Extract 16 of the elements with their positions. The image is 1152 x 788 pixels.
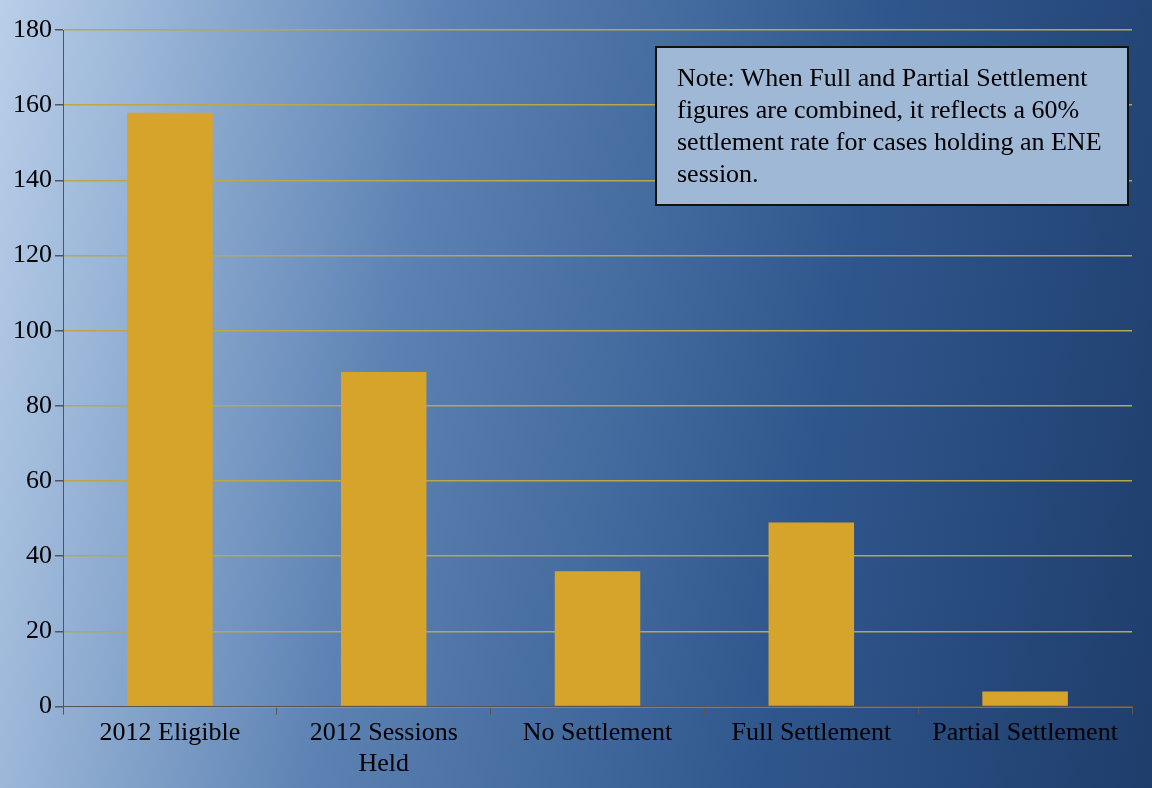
x-tick-label: 2012 Sessions Held	[309, 717, 458, 778]
y-tick-label: 180	[13, 13, 52, 43]
y-tick-label: 120	[13, 239, 52, 269]
y-tick-label: 80	[26, 389, 52, 419]
x-tick-label: Full Settlement	[731, 717, 892, 747]
annotation: Note: When Full and Partial Settlement figures are combined, it reflects a 60% settlement rate for cases holding an ENE session.	[655, 46, 1129, 206]
y-tick-label: 20	[26, 615, 52, 645]
x-tick-label: 2012 Eligible	[99, 717, 241, 747]
y-tick-label: 40	[26, 540, 52, 570]
x-tick-label: No Settlement	[522, 717, 674, 747]
y-tick-label: 0	[39, 690, 52, 720]
y-tick-label: 140	[13, 164, 52, 194]
x-tick-label: Partial Settlement	[932, 717, 1119, 747]
y-tick-label: 60	[26, 464, 52, 494]
y-tick-label: 160	[13, 89, 52, 119]
y-tick-label: 100	[13, 314, 52, 344]
